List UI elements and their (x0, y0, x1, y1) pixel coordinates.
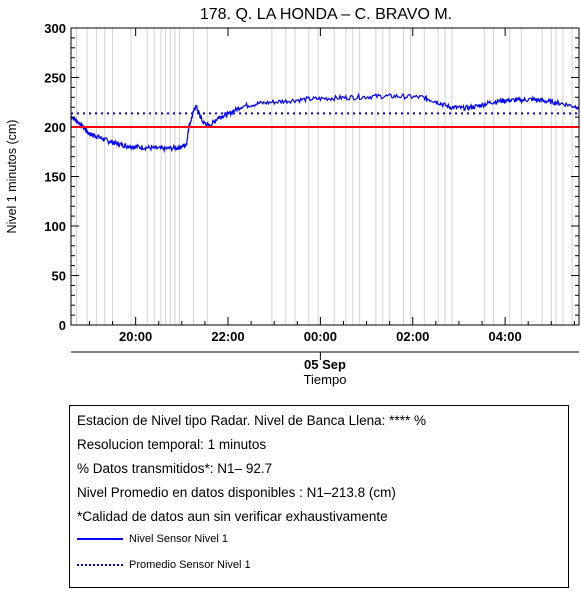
legend-key-average: Promedio Sensor Nivel 1 (77, 559, 251, 571)
y-axis-ticks: 0 50 100 150 200 250 300 (44, 21, 579, 333)
legend-solid-swatch (77, 538, 123, 541)
legend-average: Nivel Promedio en datos disponibles : N1… (77, 485, 396, 500)
legend-transmitted: % Datos transmitidos*: N1– 92.7 (77, 461, 273, 476)
legend-resolution: Resolucion temporal: 1 minutos (77, 437, 267, 452)
legend-key-sensor: Nivel Sensor Nivel 1 (77, 533, 228, 545)
x-tick-label: 22:00 (211, 329, 244, 344)
y-tick-label: 250 (44, 71, 66, 86)
y-axis-label: Nivel 1 minutos (cm) (5, 120, 19, 234)
x-tick-label: 02:00 (396, 329, 429, 344)
y-tick-label: 0 (59, 318, 66, 333)
legend-key-sensor-label: Nivel Sensor Nivel 1 (129, 533, 229, 545)
level-series-line (70, 92, 580, 154)
x-tick-label: 04:00 (488, 329, 521, 344)
legend-dotted-swatch (77, 564, 123, 567)
info-legend-box: Estacion de Nivel tipo Radar. Nivel de B… (69, 405, 569, 588)
y-tick-label: 100 (44, 219, 66, 234)
y-tick-label: 50 (52, 269, 66, 284)
legend-key-average-label: Promedio Sensor Nivel 1 (129, 559, 251, 571)
legend-station-info: Estacion de Nivel tipo Radar. Nivel de B… (77, 413, 426, 428)
x-tick-label: 20:00 (119, 329, 152, 344)
data-gap-lines (76, 28, 573, 325)
series-layer (70, 92, 580, 154)
plot-frame (70, 27, 580, 326)
x-axis-ticks: 20:00 22:00 00:00 02:00 04:00 (88, 28, 575, 344)
legend-quality-note: *Calidad de datos aun sin verificar exha… (77, 509, 388, 524)
y-tick-label: 200 (44, 120, 66, 135)
x-tick-label: 00:00 (304, 329, 337, 344)
x-axis-label: Tiempo (304, 372, 347, 387)
y-tick-label: 150 (44, 170, 66, 185)
y-tick-label: 300 (44, 21, 66, 36)
chart-title: 178. Q. LA HONDA – C. BRAVO M. (200, 6, 452, 23)
hydrograph-chart: 178. Q. LA HONDA – C. BRAVO M. Nivel 1 m… (5, 6, 580, 387)
date-label: 05 Sep (304, 357, 346, 372)
